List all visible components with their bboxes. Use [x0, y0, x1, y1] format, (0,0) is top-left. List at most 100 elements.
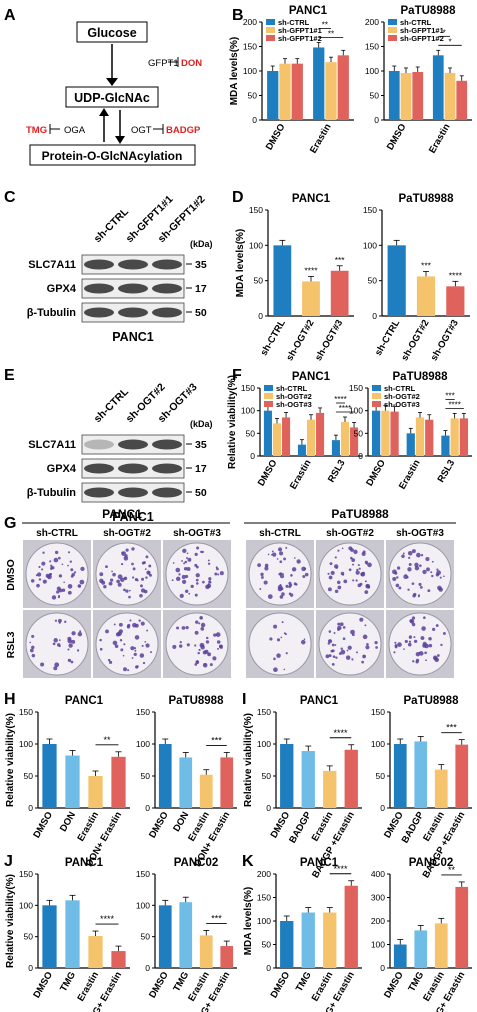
bar [412, 71, 424, 120]
y-tick-label: 50 [141, 771, 151, 781]
culture-dish [388, 542, 452, 606]
colony-dot [200, 550, 203, 554]
y-tick-label: 50 [24, 771, 34, 781]
panel-letter-g: G [4, 515, 16, 532]
chart-title: PANC1 [65, 695, 104, 707]
y-tick-label: 50 [248, 91, 258, 101]
colony-dot [31, 645, 35, 650]
legend-swatch [264, 385, 273, 391]
bar [444, 72, 456, 120]
colony-dot [103, 584, 107, 589]
culture-dish [95, 612, 159, 676]
colony-dot [202, 650, 207, 655]
colony-dot [195, 582, 199, 585]
sig-label: *** [421, 260, 432, 270]
colony-dot [41, 568, 44, 571]
panel-letters: B C D E F G H I J K [4, 7, 254, 870]
colony-dot [179, 644, 183, 648]
bar [340, 422, 350, 456]
x-tick-label: RSL3 [326, 458, 348, 485]
x-tick-label: DMSO [31, 970, 55, 1000]
bar [301, 912, 315, 968]
bar [434, 769, 448, 808]
colony-dot [263, 580, 268, 585]
colony-dot [342, 626, 346, 629]
colony-dot [198, 622, 201, 625]
y-tick-label: 100 [136, 739, 150, 749]
colony-dot [141, 644, 144, 647]
colony-dot [411, 582, 415, 585]
sig-label: **** [449, 270, 463, 280]
colony-dot [439, 576, 442, 579]
colony-dot [67, 564, 69, 567]
colony-dot [288, 585, 291, 589]
colony-dot [443, 575, 445, 578]
culture-dish [248, 612, 312, 676]
y-tick-label: 0 [380, 963, 385, 973]
colony-dot [282, 573, 285, 575]
colony-dot [403, 648, 405, 650]
colony-dot [58, 574, 63, 578]
colony-dot [145, 576, 148, 579]
sig-label: **** [448, 400, 460, 409]
colony-dot [212, 656, 217, 661]
x-tick-label: BADGP [287, 809, 314, 845]
colony-dot [424, 651, 427, 655]
colony-dot [69, 560, 73, 563]
colony-dot [182, 548, 187, 553]
colony-dot [334, 644, 337, 646]
colony-dot [99, 638, 102, 642]
x-tick-label: TMG [294, 970, 314, 994]
colony-dot [58, 645, 61, 648]
colony-dot [420, 553, 424, 557]
colony-dot [285, 652, 288, 655]
colony-dot [183, 566, 188, 571]
colony-dot [135, 665, 139, 669]
colony-dot [260, 572, 264, 577]
colony-dot [143, 561, 146, 564]
colony-dot [432, 627, 436, 632]
colony-dot [295, 583, 297, 586]
colony-dot [327, 587, 332, 592]
bar [350, 427, 359, 456]
colony-dot [396, 566, 401, 570]
colony-dot [407, 642, 412, 647]
colony-dot [304, 572, 309, 577]
bar [450, 418, 459, 456]
colony-dot [279, 560, 283, 564]
colony-dot [128, 595, 131, 599]
colony-dot [408, 556, 411, 559]
sig-label: * [443, 28, 446, 37]
colony-dot [302, 575, 306, 578]
blot-band [84, 439, 114, 450]
colony-dot [407, 550, 413, 556]
colony-dot [79, 579, 85, 585]
colony-dot [202, 580, 205, 584]
colony-dot [220, 646, 223, 649]
legend-label: sh-OGT#3 [276, 400, 312, 409]
colony-dot [68, 551, 71, 554]
bar [302, 281, 320, 316]
x-tick-label: DMSO [31, 810, 55, 840]
colony-dot [335, 566, 338, 569]
colony-dot [330, 649, 334, 653]
colony-dot [417, 595, 420, 598]
y-tick-label: 150 [19, 869, 33, 879]
blot-band [152, 259, 182, 270]
colony-dot [175, 576, 181, 582]
x-tick-label: DMSO [264, 122, 288, 152]
y-tick-label: 100 [136, 900, 150, 910]
colony-dot [398, 586, 402, 590]
panel-letter-k: K [242, 853, 254, 870]
bar [279, 63, 291, 120]
sig-label: **** [100, 914, 115, 924]
colony-dot [334, 556, 337, 559]
kda-value: 17 [195, 463, 207, 475]
blot-band [152, 439, 182, 450]
legend-label: sh-GFPT1#1 [400, 26, 444, 35]
colony-dot [358, 567, 361, 570]
bar [331, 440, 340, 456]
sig-label: **** [334, 395, 346, 404]
